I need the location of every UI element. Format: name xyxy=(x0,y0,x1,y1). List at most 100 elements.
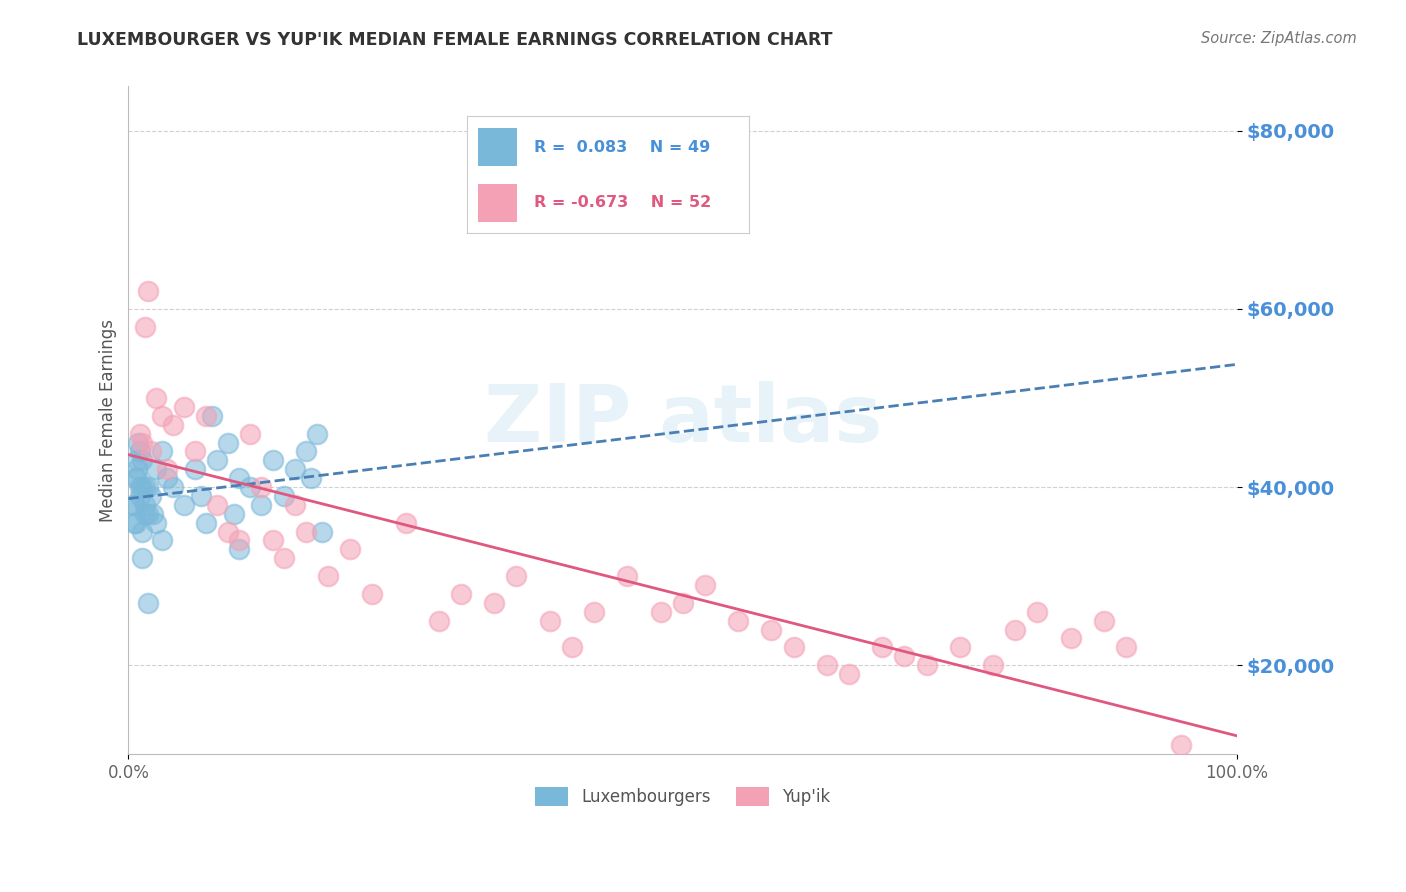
Point xyxy=(127,435,149,450)
Point xyxy=(122,498,145,512)
Point xyxy=(217,524,239,539)
Point xyxy=(131,453,153,467)
Point xyxy=(134,507,156,521)
Point xyxy=(284,498,307,512)
Point xyxy=(262,533,284,548)
Point xyxy=(150,533,173,548)
Point xyxy=(128,480,150,494)
Point xyxy=(981,658,1004,673)
Point xyxy=(538,614,561,628)
Point xyxy=(138,284,160,298)
Point xyxy=(125,516,148,530)
Y-axis label: Median Female Earnings: Median Female Earnings xyxy=(100,318,117,522)
Point xyxy=(139,444,162,458)
Point xyxy=(949,640,972,655)
Point xyxy=(262,453,284,467)
Point xyxy=(582,605,605,619)
Point xyxy=(311,524,333,539)
Point xyxy=(162,417,184,432)
Point xyxy=(162,480,184,494)
Point xyxy=(284,462,307,476)
Point xyxy=(145,516,167,530)
Point xyxy=(138,596,160,610)
Point xyxy=(173,400,195,414)
Point xyxy=(893,649,915,664)
Point xyxy=(672,596,695,610)
Point xyxy=(870,640,893,655)
Point xyxy=(295,444,318,458)
Point xyxy=(915,658,938,673)
Point xyxy=(250,498,273,512)
Point xyxy=(131,480,153,494)
Point xyxy=(838,667,860,681)
Point xyxy=(142,507,165,521)
Point xyxy=(316,569,339,583)
Legend: Luxembourgers, Yup'ik: Luxembourgers, Yup'ik xyxy=(529,780,838,813)
Point xyxy=(217,435,239,450)
Text: Source: ZipAtlas.com: Source: ZipAtlas.com xyxy=(1201,31,1357,46)
Point xyxy=(228,542,250,557)
Point xyxy=(339,542,361,557)
Point xyxy=(228,533,250,548)
Point xyxy=(295,524,318,539)
Point xyxy=(124,471,146,485)
Point xyxy=(1115,640,1137,655)
Point xyxy=(1092,614,1115,628)
Point xyxy=(150,409,173,423)
Point xyxy=(131,524,153,539)
Point xyxy=(484,596,506,610)
Point xyxy=(727,614,749,628)
Point xyxy=(1059,632,1081,646)
Point xyxy=(128,444,150,458)
Point xyxy=(761,623,783,637)
Point xyxy=(239,480,262,494)
Point xyxy=(139,489,162,503)
Point xyxy=(815,658,838,673)
Point xyxy=(616,569,638,583)
Point xyxy=(184,444,207,458)
Point xyxy=(394,516,416,530)
Point xyxy=(195,409,218,423)
Point xyxy=(122,498,145,512)
Point xyxy=(184,462,207,476)
Point xyxy=(450,587,472,601)
Point xyxy=(127,453,149,467)
Point xyxy=(299,471,322,485)
Point xyxy=(228,471,250,485)
Point xyxy=(145,462,167,476)
Point xyxy=(505,569,527,583)
Point xyxy=(273,489,295,503)
Point xyxy=(138,507,160,521)
Point xyxy=(650,605,672,619)
Point xyxy=(782,640,804,655)
Point xyxy=(427,614,450,628)
Point xyxy=(127,471,149,485)
Point xyxy=(1170,739,1192,753)
Point xyxy=(173,498,195,512)
Point xyxy=(201,409,224,423)
Point xyxy=(1026,605,1049,619)
Point xyxy=(1004,623,1026,637)
Point xyxy=(250,480,273,494)
Point xyxy=(127,462,149,476)
Point xyxy=(239,426,262,441)
Point xyxy=(150,444,173,458)
Point xyxy=(128,426,150,441)
Point xyxy=(305,426,328,441)
Point xyxy=(205,453,228,467)
Point xyxy=(195,516,218,530)
Point xyxy=(134,480,156,494)
Point xyxy=(361,587,384,601)
Point xyxy=(131,551,153,566)
Text: LUXEMBOURGER VS YUP'IK MEDIAN FEMALE EARNINGS CORRELATION CHART: LUXEMBOURGER VS YUP'IK MEDIAN FEMALE EAR… xyxy=(77,31,832,49)
Point xyxy=(122,516,145,530)
Point xyxy=(138,480,160,494)
Text: ZIP atlas: ZIP atlas xyxy=(484,381,882,459)
Point xyxy=(134,498,156,512)
Point xyxy=(128,489,150,503)
Point xyxy=(134,319,156,334)
Point xyxy=(156,471,179,485)
Point xyxy=(131,435,153,450)
Point xyxy=(222,507,245,521)
Point xyxy=(561,640,583,655)
